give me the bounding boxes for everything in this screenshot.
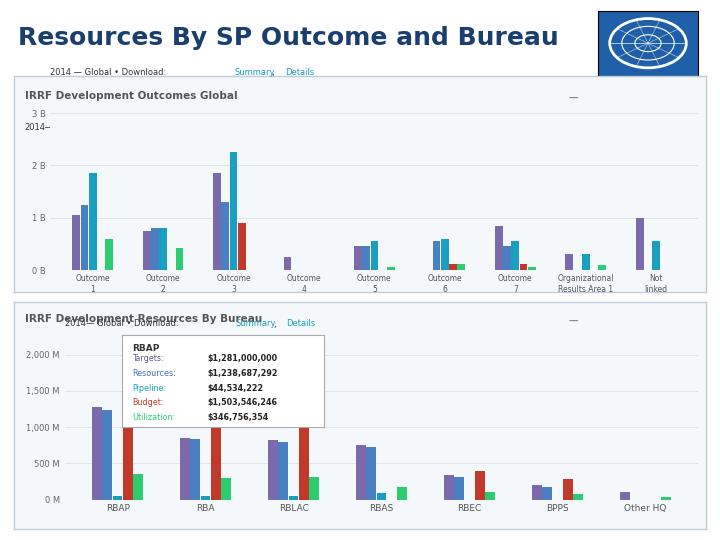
Text: $1,281,000,000: $1,281,000,000 — [207, 354, 277, 363]
Bar — [511, 241, 519, 270]
Text: Targets:: Targets: — [132, 354, 164, 363]
Bar — [397, 487, 407, 500]
Text: $346,756,354: $346,756,354 — [207, 413, 269, 422]
Bar — [598, 265, 606, 270]
Bar — [457, 264, 465, 270]
Bar — [159, 228, 167, 270]
Text: RBAP: RBAP — [132, 344, 160, 353]
Bar — [449, 264, 457, 270]
Text: Summary: Summary — [234, 69, 274, 77]
Text: −: − — [567, 314, 579, 328]
Bar — [433, 241, 441, 270]
Bar — [582, 254, 590, 270]
Text: Budget:: Budget: — [132, 398, 164, 407]
Text: Utilization:: Utilization: — [132, 413, 176, 422]
Text: 2014: 2014 — [24, 123, 46, 132]
Bar — [284, 257, 292, 270]
Bar — [454, 477, 464, 500]
Bar — [495, 226, 503, 270]
Bar — [532, 485, 542, 500]
Bar — [485, 491, 495, 500]
Text: Details: Details — [285, 69, 314, 77]
Bar — [573, 495, 583, 500]
Text: 2014— Global • Download:: 2014— Global • Download: — [65, 320, 181, 328]
Bar — [213, 173, 221, 270]
Text: −: − — [567, 91, 579, 105]
Bar — [123, 390, 132, 500]
Bar — [92, 407, 102, 500]
Text: Summary: Summary — [236, 320, 276, 328]
Bar — [268, 440, 278, 500]
Bar — [377, 493, 387, 500]
Bar — [211, 420, 221, 500]
Bar — [652, 241, 660, 270]
Bar — [542, 487, 552, 500]
Bar — [565, 254, 573, 270]
Bar — [662, 497, 671, 500]
Bar — [191, 440, 200, 500]
Bar — [89, 173, 96, 270]
Bar — [230, 152, 238, 270]
Bar — [238, 223, 246, 270]
Bar — [387, 267, 395, 270]
Bar — [444, 475, 454, 500]
Bar — [636, 218, 644, 270]
Text: 2014 — Global • Download:: 2014 — Global • Download: — [50, 69, 169, 77]
Text: ,: , — [272, 69, 277, 77]
Text: — Global • Download: Summary, Details: — Global • Download: Summary, Details — [42, 123, 215, 132]
Bar — [221, 478, 231, 500]
Text: $1,503,546,246: $1,503,546,246 — [207, 398, 277, 407]
Bar — [563, 479, 572, 500]
Text: Details: Details — [287, 320, 316, 328]
Bar — [113, 496, 122, 500]
Bar — [310, 477, 319, 500]
Bar — [362, 246, 370, 270]
Bar — [201, 496, 210, 500]
Bar — [366, 447, 376, 500]
Text: IRRF Development Resources By Bureau: IRRF Development Resources By Bureau — [24, 314, 262, 324]
Bar — [180, 438, 190, 500]
Bar — [620, 492, 630, 500]
Bar — [133, 474, 143, 500]
Bar — [81, 205, 89, 270]
Bar — [143, 231, 150, 270]
Bar — [289, 496, 299, 500]
Text: $44,534,222: $44,534,222 — [207, 383, 264, 393]
Text: IRRF Development Outcomes Global: IRRF Development Outcomes Global — [24, 91, 238, 101]
Bar — [528, 267, 536, 270]
Bar — [520, 264, 528, 270]
Text: Resources:: Resources: — [132, 369, 176, 378]
Bar — [221, 202, 229, 270]
Bar — [105, 239, 113, 270]
Text: Resources By SP Outcome and Bureau: Resources By SP Outcome and Bureau — [18, 26, 559, 50]
Bar — [72, 215, 80, 270]
Bar — [503, 246, 511, 270]
Bar — [176, 248, 184, 270]
Text: $1,238,687,292: $1,238,687,292 — [207, 369, 278, 378]
Bar — [475, 471, 485, 500]
Bar — [102, 410, 112, 500]
Text: Pipeline:: Pipeline: — [132, 383, 166, 393]
Bar — [354, 246, 362, 270]
Bar — [299, 423, 309, 500]
Text: ,: , — [274, 320, 279, 328]
Bar — [279, 442, 288, 500]
Bar — [356, 445, 366, 500]
Bar — [151, 228, 158, 270]
Bar — [441, 239, 449, 270]
Bar — [371, 241, 378, 270]
